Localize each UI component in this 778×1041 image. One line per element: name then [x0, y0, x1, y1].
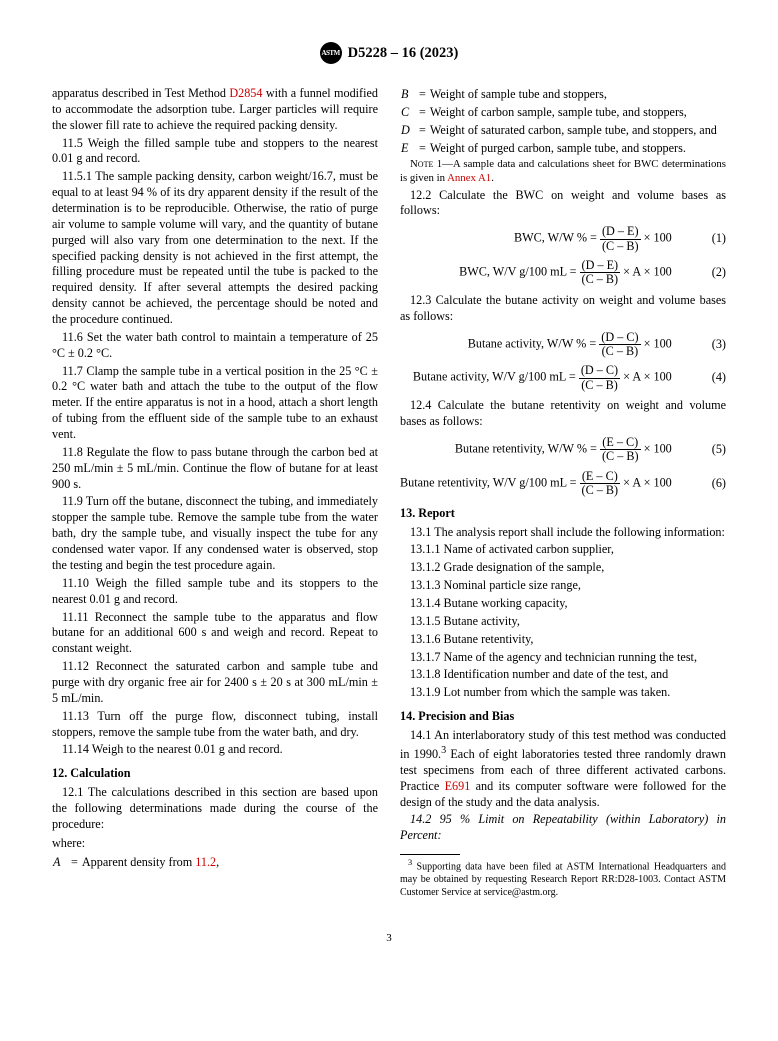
para-11-7: 11.7 Clamp the sample tube in a vertical…: [52, 364, 378, 443]
definition-A: A=Apparent density from 11.2,: [52, 854, 222, 872]
para-13-1-3: 13.1.3 Nominal particle size range,: [400, 578, 726, 594]
para-13-1-7: 13.1.7 Name of the agency and technician…: [400, 650, 726, 666]
equation-2: BWC, W/V g/100 mL = (D – E)(C – B) × A ×…: [400, 259, 726, 287]
page-header: ASTM D5228 – 16 (2023): [52, 42, 726, 64]
para-13-1-1: 13.1.1 Name of activated carbon supplier…: [400, 542, 726, 558]
para-13-1-8: 13.1.8 Identification number and date of…: [400, 667, 726, 683]
definition-list-right: B=Weight of sample tube and stoppers, C=…: [400, 86, 720, 157]
where-label: where:: [52, 836, 378, 852]
para-12-3: 12.3 Calculate the butane activity on we…: [400, 293, 726, 325]
page-number: 3: [52, 931, 726, 945]
equation-3: Butane activity, W/W % = (D – C)(C – B) …: [400, 331, 726, 359]
para-13-1-9: 13.1.9 Lot number from which the sample …: [400, 685, 726, 701]
para-11-8: 11.8 Regulate the flow to pass butane th…: [52, 445, 378, 493]
equation-6: Butane retentivity, W/V g/100 mL = (E – …: [400, 470, 726, 498]
section-12-head: 12. Calculation: [52, 766, 378, 782]
para-13-1: 13.1 The analysis report shall include t…: [400, 525, 726, 541]
note-1: Note 1—A sample data and calculations sh…: [400, 157, 726, 185]
para-11-10: 11.10 Weigh the filled sample tube and i…: [52, 576, 378, 608]
section-14-head: 14. Precision and Bias: [400, 709, 726, 725]
para-11-9: 11.9 Turn off the butane, disconnect the…: [52, 494, 378, 573]
two-column-body: apparatus described in Test Method D2854…: [52, 86, 726, 901]
para-11-13: 11.13 Turn off the purge flow, disconnec…: [52, 709, 378, 741]
para-14-2: 14.2 95 % Limit on Repeatability (within…: [400, 812, 726, 844]
para-11-5-1: 11.5.1 The sample packing density, carbo…: [52, 169, 378, 328]
astm-logo-icon: ASTM: [320, 42, 342, 64]
footnote-separator: [400, 854, 460, 855]
ref-e691[interactable]: E691: [445, 779, 471, 793]
ref-d2854[interactable]: D2854: [229, 86, 262, 100]
para-continuation: apparatus described in Test Method D2854…: [52, 86, 378, 134]
section-13-head: 13. Report: [400, 506, 726, 522]
para-11-6: 11.6 Set the water bath control to maint…: [52, 330, 378, 362]
standard-number: D5228 – 16 (2023): [348, 44, 459, 63]
para-12-2: 12.2 Calculate the BWC on weight and vol…: [400, 188, 726, 220]
equation-5: Butane retentivity, W/W % = (E – C)(C – …: [400, 436, 726, 464]
equation-4: Butane activity, W/V g/100 mL = (D – C)(…: [400, 364, 726, 392]
para-13-1-6: 13.1.6 Butane retentivity,: [400, 632, 726, 648]
para-11-12: 11.12 Reconnect the saturated carbon and…: [52, 659, 378, 707]
xref-11-2[interactable]: 11.2: [195, 855, 216, 869]
para-11-11: 11.11 Reconnect the sample tube to the a…: [52, 610, 378, 658]
para-13-1-4: 13.1.4 Butane working capacity,: [400, 596, 726, 612]
para-12-1: 12.1 The calculations described in this …: [52, 785, 378, 833]
para-14-1: 14.1 An interlaboratory study of this te…: [400, 728, 726, 810]
para-13-1-5: 13.1.5 Butane activity,: [400, 614, 726, 630]
equation-1: BWC, W/W % = (D – E)(C – B) × 100 (1): [400, 225, 726, 253]
footnote-3: 3 Supporting data have been filed at AST…: [400, 858, 726, 899]
para-11-14: 11.14 Weigh to the nearest 0.01 g and re…: [52, 742, 378, 758]
para-11-5: 11.5 Weigh the filled sample tube and st…: [52, 136, 378, 168]
para-12-4: 12.4 Calculate the butane retentivity on…: [400, 398, 726, 430]
para-13-1-2: 13.1.2 Grade designation of the sample,: [400, 560, 726, 576]
